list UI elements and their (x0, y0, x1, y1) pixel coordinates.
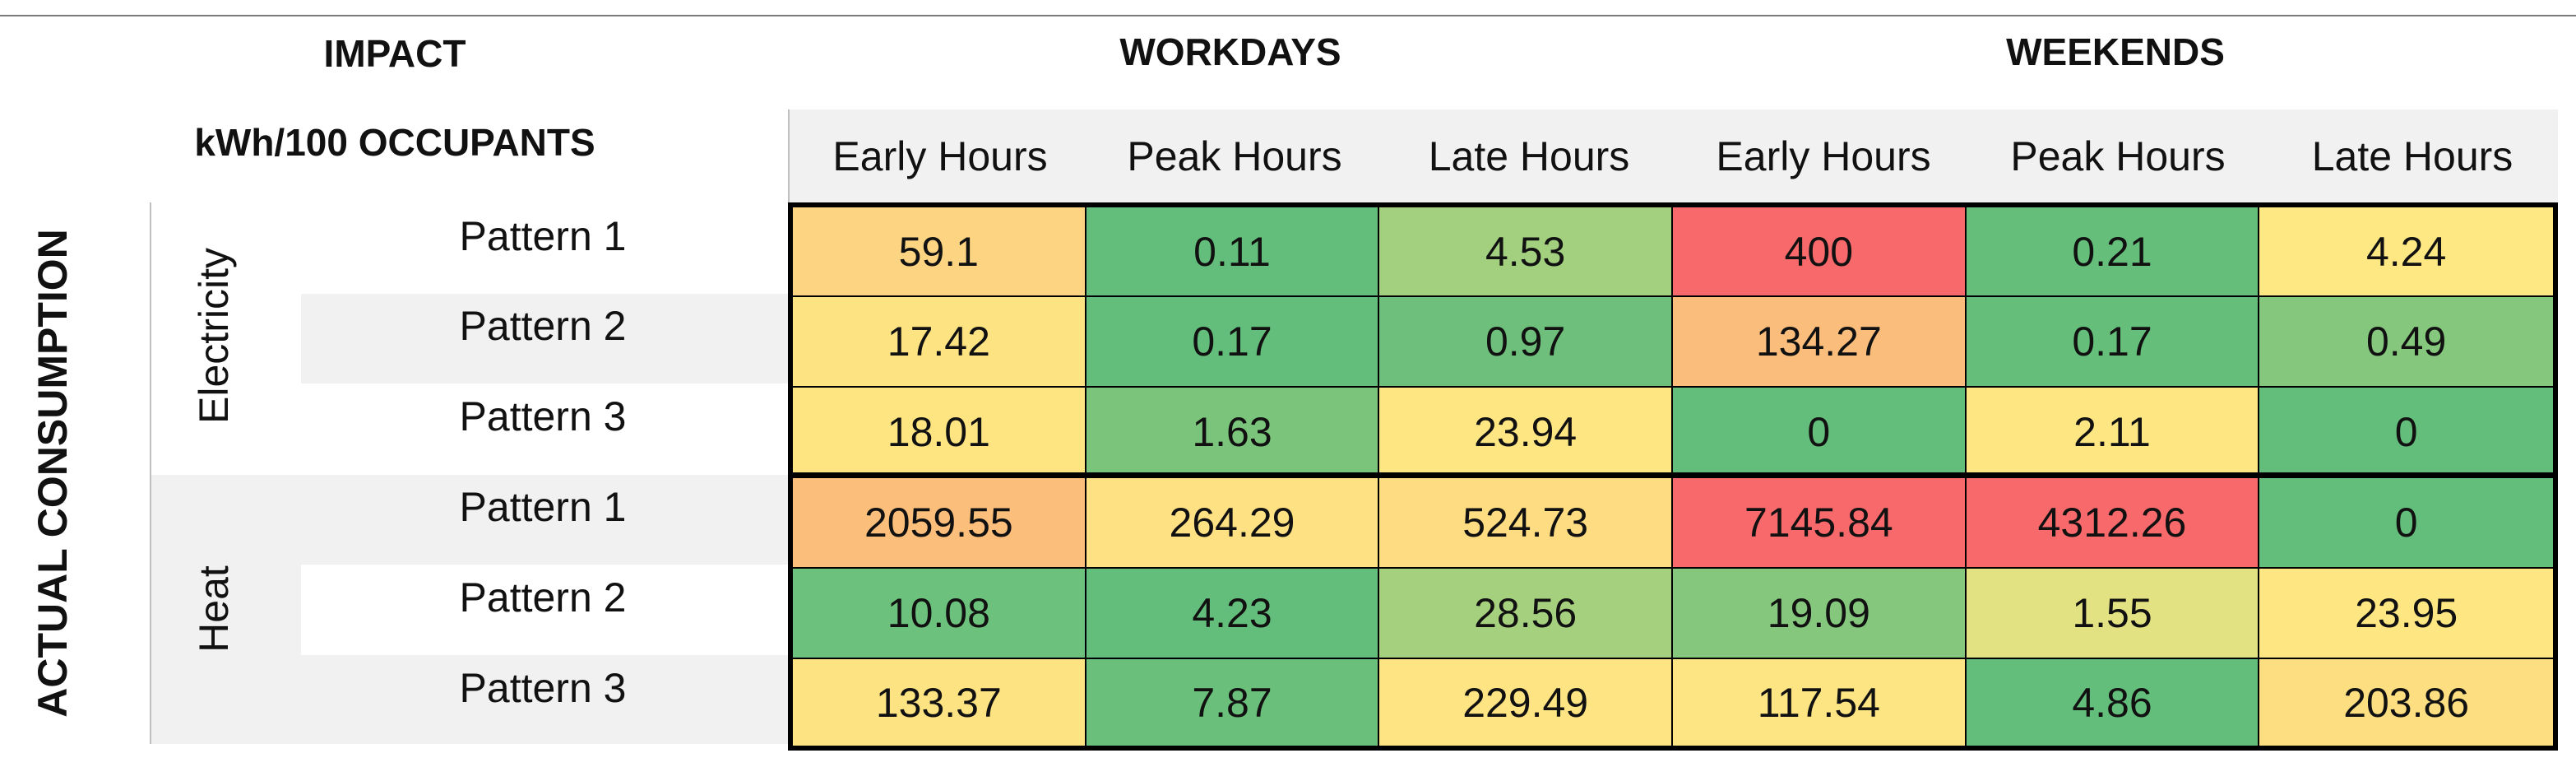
heatmap-cell: 117.54 (1673, 659, 1967, 746)
heatmap-cell: 0.49 (2259, 297, 2553, 388)
row-stripe (301, 655, 788, 744)
row-label: Pattern 3 (459, 665, 627, 711)
heatmap-cell: 524.73 (1379, 478, 1673, 569)
col-header: Late Hours (2311, 132, 2513, 179)
heatmap-cell: 0.11 (1086, 207, 1380, 297)
heatmap-cell: 1.55 (1966, 569, 2260, 659)
col-header: Early Hours (1716, 132, 1931, 179)
row-group-label: Heat (191, 565, 237, 653)
heatmap-cell: 19.09 (1673, 569, 1967, 659)
row-group-heat: Heat (164, 477, 263, 741)
heatmap-cell: 0.21 (1966, 207, 2260, 297)
heatmap-cell: 0.17 (1086, 297, 1380, 388)
col-header: Late Hours (1428, 132, 1630, 179)
heatmap-cell: 23.94 (1379, 388, 1673, 478)
heatmap-cell: 23.95 (2259, 569, 2553, 659)
row-stripe (301, 294, 788, 384)
col-group-weekends: WEEKENDS (2006, 30, 2225, 73)
col-header: Peak Hours (2010, 132, 2226, 179)
heatmap-cell: 229.49 (1379, 659, 1673, 746)
col-header: Early Hours (832, 132, 1048, 179)
heatmap-cell: 203.86 (2259, 659, 2553, 746)
unit-label: kWh/100 OCCUPANTS (194, 121, 595, 164)
heatmap-cell: 133.37 (793, 659, 1086, 746)
heatmap-cell: 1.63 (1086, 388, 1380, 478)
group-divider (788, 472, 2558, 478)
heatmap-cell: 7.87 (1086, 659, 1380, 746)
column-header-strip (788, 109, 2558, 202)
corner-title: IMPACT (323, 32, 466, 75)
heatmap-cell: 4312.26 (1966, 478, 2260, 569)
heatmap-cell: 400 (1673, 207, 1967, 297)
heatmap-cell: 2.11 (1966, 388, 2260, 478)
heatmap-cell: 4.24 (2259, 207, 2553, 297)
heatmap-cell: 4.86 (1966, 659, 2260, 746)
heatmap-cell: 17.42 (793, 297, 1086, 388)
heatmap-cell: 0 (2259, 388, 2553, 478)
heatmap-grid: 59.1 0.11 4.53 400 0.21 4.24 17.42 0.17 0.97 134.… (788, 202, 2558, 751)
heatmap-cell: 4.23 (1086, 569, 1380, 659)
row-axis-label: ACTUAL CONSUMPTION (12, 218, 94, 728)
heatmap-cell: 59.1 (793, 207, 1086, 297)
heatmap-cell: 2059.55 (793, 478, 1086, 569)
heatmap-cell: 0 (1673, 388, 1967, 478)
row-label: Pattern 1 (459, 484, 627, 530)
row-label: Pattern 2 (459, 574, 627, 621)
heatmap-cell: 4.53 (1379, 207, 1673, 297)
row-group-divider-line (150, 202, 151, 744)
heatmap-cell: 7145.84 (1673, 478, 1967, 569)
heatmap-cell: 134.27 (1673, 297, 1967, 388)
row-stripe-gap (301, 565, 788, 655)
top-rule (0, 15, 2576, 16)
heatmap-cell: 264.29 (1086, 478, 1380, 569)
row-label: Pattern 1 (459, 213, 627, 259)
row-label: Pattern 2 (459, 303, 627, 349)
heatmap-cell: 0 (2259, 478, 2553, 569)
row-label: Pattern 3 (459, 393, 627, 439)
heatmap-cell: 0.17 (1966, 297, 2260, 388)
row-axis-label-text: ACTUAL CONSUMPTION (30, 229, 76, 718)
heatmap-cell: 28.56 (1379, 569, 1673, 659)
heatmap-cell: 0.97 (1379, 297, 1673, 388)
row-group-electricity: Electricity (164, 204, 263, 467)
heatmap-cell: 10.08 (793, 569, 1086, 659)
heatmap-cell: 18.01 (793, 388, 1086, 478)
row-group-label: Electricity (191, 248, 238, 424)
col-group-workdays: WORKDAYS (1119, 30, 1341, 73)
col-header: Peak Hours (1127, 132, 1342, 179)
